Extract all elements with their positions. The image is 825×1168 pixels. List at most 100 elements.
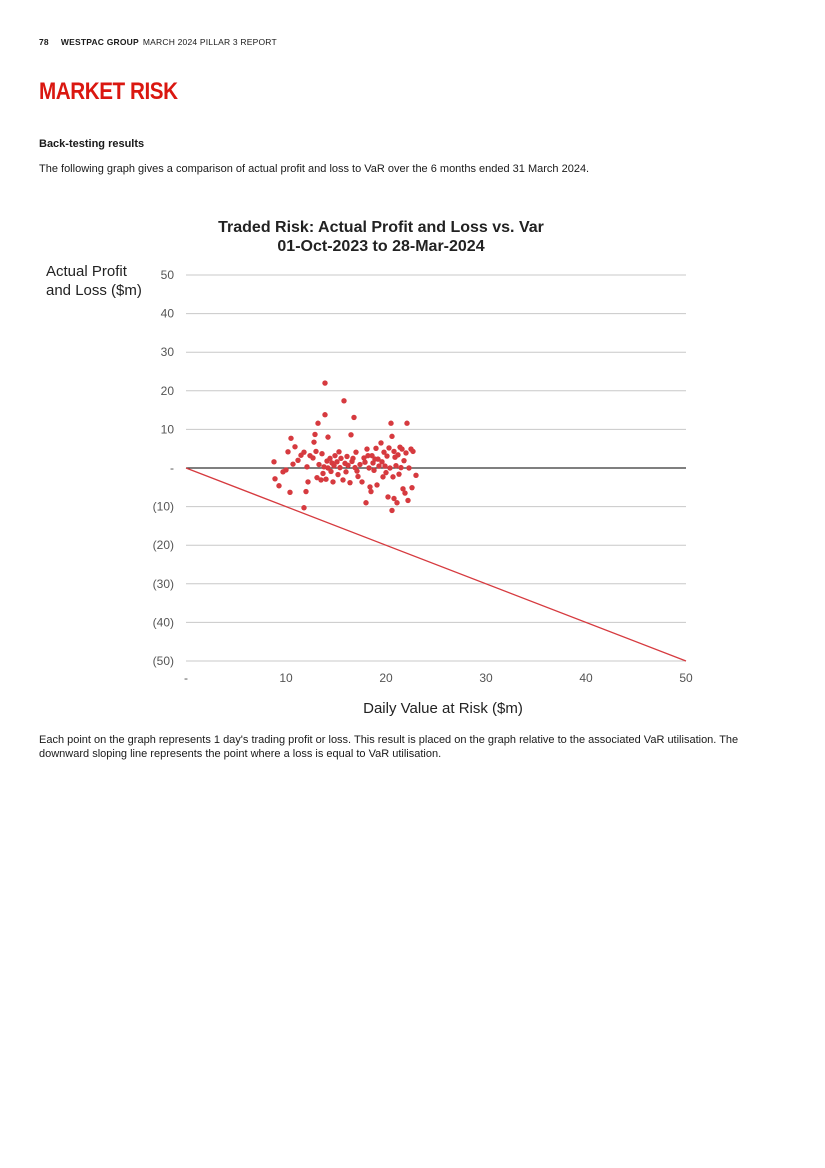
- subheading: Back-testing results: [39, 138, 145, 150]
- data-point: [319, 451, 325, 457]
- data-point: [367, 484, 373, 490]
- data-point: [351, 414, 357, 421]
- section-title: MARKET RISK: [39, 78, 178, 105]
- data-point: [389, 507, 395, 514]
- data-point: [288, 435, 294, 441]
- loss-equals-var-line: [185, 467, 687, 662]
- data-point: [410, 448, 416, 455]
- data-point: [394, 500, 400, 506]
- data-point: [347, 479, 353, 486]
- data-point: [409, 484, 415, 491]
- data-point: [405, 497, 411, 504]
- y-tick-label: -: [170, 461, 174, 475]
- chart-caption: Each point on the graph represents 1 day…: [39, 734, 739, 760]
- data-point: [399, 446, 405, 452]
- data-point: [323, 476, 329, 482]
- y-tick-label: (10): [153, 500, 174, 514]
- data-point: [272, 476, 278, 482]
- data-point: [335, 471, 341, 478]
- data-point: [290, 461, 296, 467]
- data-point: [398, 464, 404, 471]
- data-point: [384, 453, 390, 459]
- x-tick-label: 40: [579, 671, 593, 685]
- data-point: [381, 449, 387, 455]
- data-point: [292, 444, 298, 450]
- company-name: WESTPAC GROUP: [60, 37, 139, 47]
- y-tick-label: 10: [161, 422, 175, 436]
- y-tick-label: 20: [161, 384, 175, 398]
- gridlines: [186, 274, 686, 662]
- data-point: [393, 462, 399, 469]
- y-tick-label: 30: [161, 345, 175, 359]
- data-point: [315, 420, 321, 426]
- data-point: [376, 463, 382, 469]
- data-point: [362, 459, 368, 465]
- data-point: [303, 488, 309, 495]
- data-point: [311, 439, 317, 445]
- data-point: [328, 468, 334, 475]
- data-point: [396, 471, 402, 477]
- data-point: [310, 455, 316, 461]
- y-tick-label: 40: [161, 307, 175, 321]
- data-point: [395, 452, 401, 458]
- y-tick-labels: 50 40 30 20 10 - (10) (20) (30) (40) (50): [153, 268, 175, 668]
- scatter-chart: Traded Risk: Actual Profit and Loss vs. …: [46, 219, 693, 717]
- x-axis-label: Daily Value at Risk ($m): [363, 700, 523, 717]
- data-point: [338, 455, 344, 462]
- data-point: [365, 452, 371, 459]
- data-point: [401, 457, 407, 464]
- page-number: 78: [39, 37, 49, 47]
- data-point: [336, 449, 342, 455]
- data-point: [313, 448, 319, 455]
- data-point: [357, 461, 363, 468]
- x-tick-label: 50: [679, 671, 693, 685]
- data-point: [340, 477, 346, 483]
- data-points: [271, 380, 419, 514]
- data-point: [361, 455, 367, 461]
- chart-title: Traded Risk: Actual Profit and Loss vs. …: [218, 219, 544, 236]
- chart-subtitle: 01-Oct-2023 to 28-Mar-2024: [277, 238, 484, 255]
- data-point: [337, 464, 343, 471]
- data-point: [380, 474, 386, 480]
- y-axis-label-line-2: and Loss ($m): [46, 282, 142, 299]
- data-point: [374, 482, 380, 488]
- data-point: [359, 479, 365, 485]
- intro-text: The following graph gives a comparison o…: [39, 163, 590, 175]
- data-point: [285, 449, 291, 455]
- y-tick-label: (30): [153, 577, 174, 591]
- data-point: [301, 505, 307, 511]
- data-point: [348, 432, 354, 438]
- data-point: [322, 380, 328, 386]
- data-point: [355, 473, 361, 480]
- data-point: [330, 479, 336, 485]
- reference-line: [185, 467, 687, 662]
- x-tick-label: -: [184, 671, 188, 685]
- data-point: [287, 489, 293, 496]
- data-point: [375, 456, 381, 462]
- data-point: [354, 468, 360, 474]
- data-point: [314, 474, 320, 481]
- data-point: [373, 445, 379, 452]
- data-point: [350, 455, 356, 462]
- running-header: 78 WESTPAC GROUP MARCH 2024 PILLAR 3 REPOR…: [39, 37, 277, 47]
- data-point: [406, 465, 412, 471]
- data-point: [312, 431, 318, 438]
- data-point: [343, 469, 349, 475]
- y-tick-label: (20): [153, 538, 174, 552]
- x-tick-label: 10: [279, 671, 293, 685]
- data-point: [305, 479, 311, 485]
- y-tick-label: (40): [153, 615, 174, 629]
- y-tick-label: (50): [153, 654, 174, 668]
- data-point: [345, 462, 351, 468]
- data-point: [400, 486, 406, 492]
- data-point: [344, 453, 350, 460]
- data-point: [383, 469, 389, 476]
- data-point: [363, 500, 369, 506]
- data-point: [320, 470, 326, 477]
- data-point: [327, 455, 333, 462]
- data-point: [301, 449, 307, 455]
- data-point: [304, 464, 310, 470]
- data-point: [368, 488, 374, 495]
- data-point: [353, 449, 359, 455]
- data-point: [295, 457, 301, 463]
